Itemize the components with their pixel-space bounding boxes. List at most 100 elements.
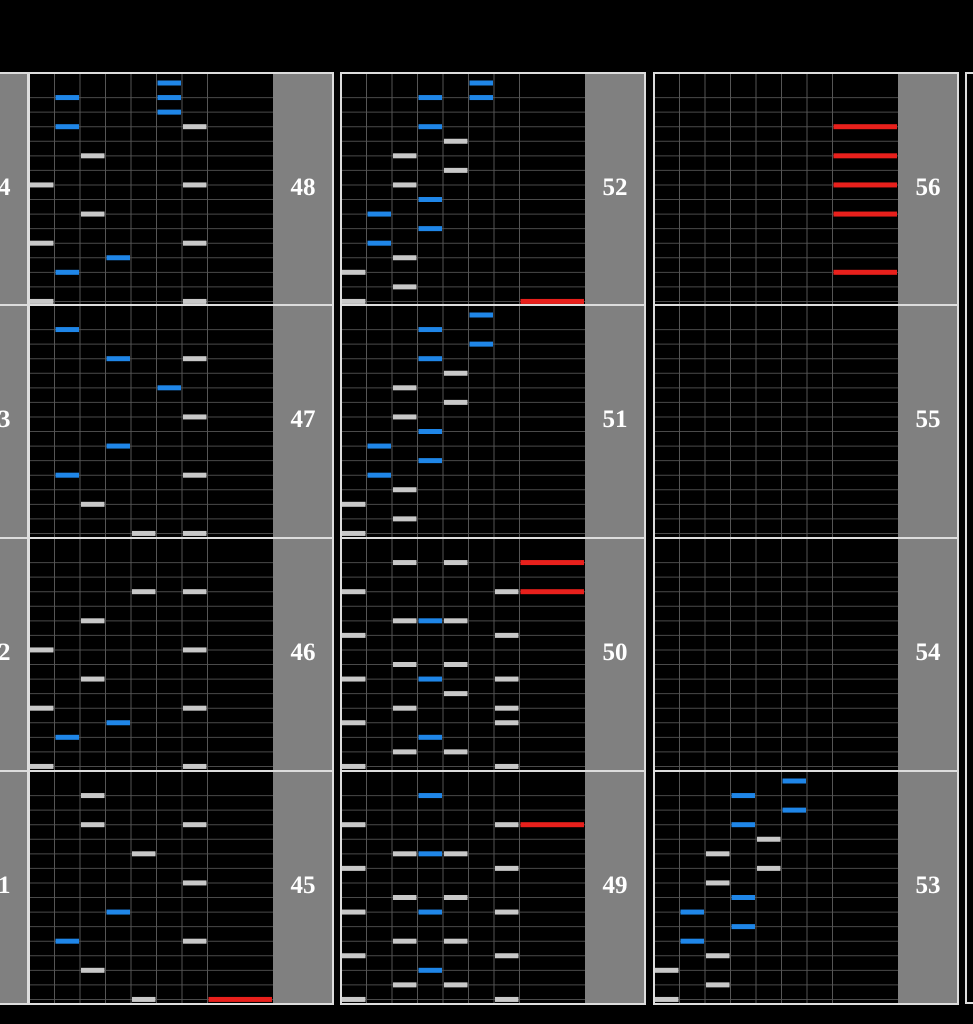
measure-panel: [585, 305, 645, 538]
measure-lanes: [341, 771, 585, 1004]
white-note: [393, 895, 417, 900]
white-note: [444, 399, 468, 405]
white-note: [495, 589, 519, 595]
measure-panel: [0, 73, 28, 306]
white-note: [393, 560, 417, 566]
white-note: [495, 953, 519, 959]
white-note: [342, 269, 366, 275]
white-note: [183, 822, 207, 828]
blue-note: [55, 95, 79, 101]
white-note: [393, 618, 417, 624]
white-note: [342, 909, 366, 915]
blue-note: [418, 458, 442, 464]
white-note: [393, 385, 417, 391]
white-note: [495, 632, 519, 638]
blue-note: [157, 80, 181, 86]
blue-note: [680, 909, 704, 915]
white-note: [342, 865, 366, 871]
white-note: [342, 822, 366, 828]
white-note: [393, 414, 417, 420]
measure-panel: [273, 771, 333, 1004]
measure-panel: [585, 771, 645, 1004]
blue-note: [418, 618, 442, 624]
white-note: [444, 691, 468, 697]
white-note: [183, 938, 207, 944]
white-note: [183, 298, 207, 304]
white-note: [444, 895, 468, 900]
measure-panel: [273, 538, 333, 771]
blue-note: [418, 676, 442, 682]
blue-note: [782, 807, 806, 813]
white-note: [655, 996, 679, 1002]
blue-note: [782, 778, 806, 784]
white-note: [444, 749, 468, 755]
white-note: [393, 153, 417, 159]
white-note: [393, 938, 417, 944]
scratch-note: [520, 560, 584, 566]
blue-note: [418, 226, 442, 232]
white-note: [393, 516, 417, 522]
blue-note: [106, 356, 130, 362]
scratch-note: [833, 269, 897, 275]
white-note: [183, 880, 207, 886]
measure-number: 43: [0, 406, 11, 433]
measure-number: 46: [291, 639, 316, 666]
blue-note: [418, 197, 442, 202]
white-note: [183, 705, 207, 711]
measure-number: 44: [0, 174, 11, 201]
white-note: [183, 240, 207, 246]
white-note: [30, 240, 54, 246]
white-note: [444, 982, 468, 988]
blue-note: [55, 734, 79, 740]
white-note: [30, 705, 54, 711]
measure-lanes: [654, 305, 898, 538]
white-note: [393, 255, 417, 261]
blue-note: [418, 95, 442, 101]
measure-border: [340, 770, 646, 1005]
measure-border: [28, 770, 334, 1005]
blue-note: [367, 211, 391, 217]
white-note: [183, 530, 207, 536]
measure-lanes: [29, 771, 273, 1004]
white-note: [81, 211, 105, 217]
white-note: [495, 822, 519, 828]
measure-lanes: [341, 538, 585, 771]
white-note: [183, 356, 207, 362]
measure-panel: [0, 771, 28, 1004]
blue-note: [106, 255, 130, 261]
white-note: [444, 560, 468, 566]
white-note: [183, 763, 207, 769]
blue-note: [418, 793, 442, 799]
blue-note: [367, 472, 391, 478]
scratch-note: [833, 182, 897, 188]
white-note: [183, 589, 207, 595]
measure-border: [653, 770, 959, 1005]
white-note: [342, 676, 366, 682]
blue-note: [731, 924, 755, 930]
white-note: [342, 996, 366, 1002]
measure-panel: [0, 538, 28, 771]
white-note: [132, 851, 156, 857]
white-note: [444, 662, 468, 667]
white-note: [706, 851, 730, 857]
white-note: [757, 836, 781, 842]
white-note: [81, 676, 105, 682]
blue-note: [731, 793, 755, 799]
blue-note: [418, 909, 442, 915]
white-note: [393, 705, 417, 711]
measure-number: 41: [0, 872, 11, 899]
white-note: [655, 967, 679, 973]
white-note: [342, 298, 366, 304]
blue-note: [106, 909, 130, 915]
white-note: [30, 182, 54, 188]
blue-note: [731, 822, 755, 828]
blue-note: [469, 95, 493, 101]
white-note: [393, 487, 417, 493]
measure-number: 45: [291, 872, 316, 899]
measure-number: 48: [291, 174, 316, 201]
white-note: [393, 982, 417, 988]
white-note: [706, 982, 730, 988]
measure-panel: [898, 305, 958, 538]
scratch-note: [833, 124, 897, 130]
